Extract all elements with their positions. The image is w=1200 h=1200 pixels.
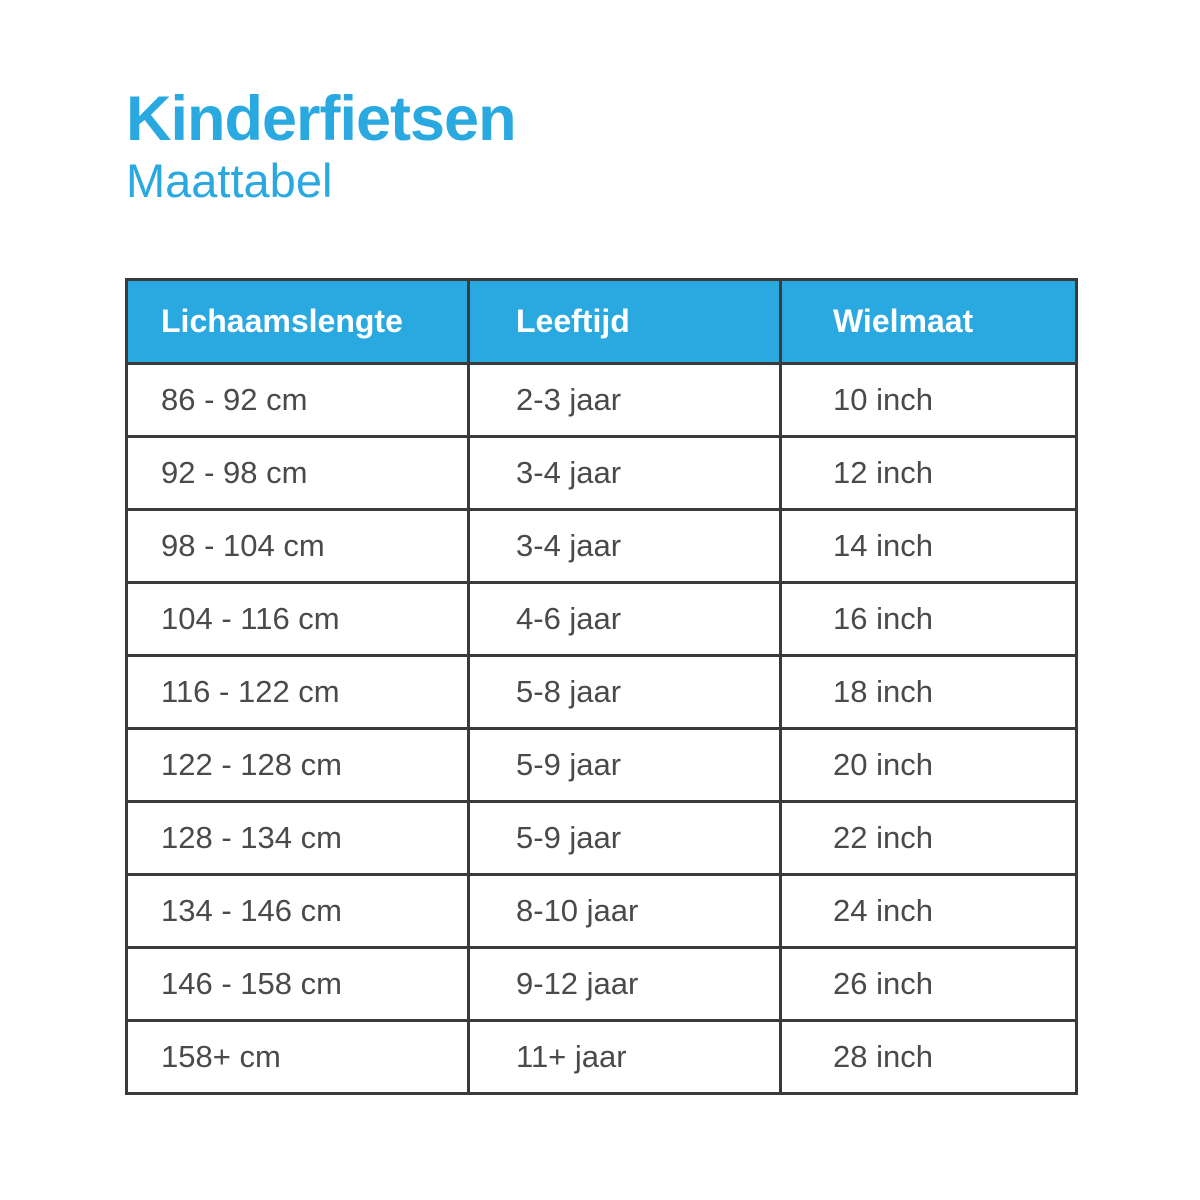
table-cell-wielmaat: 10 inch [779,362,1078,438]
table-row: 158+ cm 11+ jaar 28 inch [125,1019,1078,1095]
page-subtitle: Maattabel [126,154,333,208]
table-cell-wielmaat: 12 inch [779,435,1078,511]
table-cell-wielmaat: 24 inch [779,873,1078,949]
table-row: 98 - 104 cm 3-4 jaar 14 inch [125,508,1078,584]
table-cell-wielmaat: 18 inch [779,654,1078,730]
table-cell-leeftijd: 11+ jaar [467,1019,782,1095]
table-row: 122 - 128 cm 5-9 jaar 20 inch [125,727,1078,803]
table-body: 86 - 92 cm 2-3 jaar 10 inch 92 - 98 cm 3-4 j… [125,362,1078,1095]
table-cell-leeftijd: 5-9 jaar [467,800,782,876]
table-cell-lichaamslengte: 86 - 92 cm [125,362,470,438]
table-cell-wielmaat: 16 inch [779,581,1078,657]
table-cell-wielmaat: 28 inch [779,1019,1078,1095]
table-cell-leeftijd: 3-4 jaar [467,508,782,584]
table-cell-lichaamslengte: 158+ cm [125,1019,470,1095]
table-cell-wielmaat: 22 inch [779,800,1078,876]
table-header-row: Lichaamslengte Leeftijd Wielmaat [125,278,1078,365]
table-cell-leeftijd: 4-6 jaar [467,581,782,657]
table-row: 128 - 134 cm 5-9 jaar 22 inch [125,800,1078,876]
table-cell-lichaamslengte: 116 - 122 cm [125,654,470,730]
table-cell-lichaamslengte: 134 - 146 cm [125,873,470,949]
table-row: 86 - 92 cm 2-3 jaar 10 inch [125,362,1078,438]
size-table: Lichaamslengte Leeftijd Wielmaat 86 - 92… [125,278,1078,1095]
column-header-wielmaat: Wielmaat [779,278,1078,365]
table-cell-leeftijd: 5-8 jaar [467,654,782,730]
table-head: Lichaamslengte Leeftijd Wielmaat [125,278,1078,365]
column-header-leeftijd: Leeftijd [467,278,782,365]
column-header-lichaamslengte: Lichaamslengte [125,278,470,365]
table-cell-wielmaat: 20 inch [779,727,1078,803]
table-cell-leeftijd: 5-9 jaar [467,727,782,803]
table-cell-lichaamslengte: 122 - 128 cm [125,727,470,803]
table-row: 104 - 116 cm 4-6 jaar 16 inch [125,581,1078,657]
table-cell-lichaamslengte: 92 - 98 cm [125,435,470,511]
page-title: Kinderfietsen [126,84,517,154]
table-cell-leeftijd: 9-12 jaar [467,946,782,1022]
table-cell-lichaamslengte: 104 - 116 cm [125,581,470,657]
table-cell-leeftijd: 2-3 jaar [467,362,782,438]
table-row: 92 - 98 cm 3-4 jaar 12 inch [125,435,1078,511]
table-cell-lichaamslengte: 128 - 134 cm [125,800,470,876]
table-cell-lichaamslengte: 98 - 104 cm [125,508,470,584]
table-row: 146 - 158 cm 9-12 jaar 26 inch [125,946,1078,1022]
table-cell-leeftijd: 8-10 jaar [467,873,782,949]
table-row: 134 - 146 cm 8-10 jaar 24 inch [125,873,1078,949]
table-cell-lichaamslengte: 146 - 158 cm [125,946,470,1022]
title-block: Kinderfietsen Maattabel [126,84,517,208]
table-cell-wielmaat: 14 inch [779,508,1078,584]
table-cell-wielmaat: 26 inch [779,946,1078,1022]
table-row: 116 - 122 cm 5-8 jaar 18 inch [125,654,1078,730]
table-cell-leeftijd: 3-4 jaar [467,435,782,511]
